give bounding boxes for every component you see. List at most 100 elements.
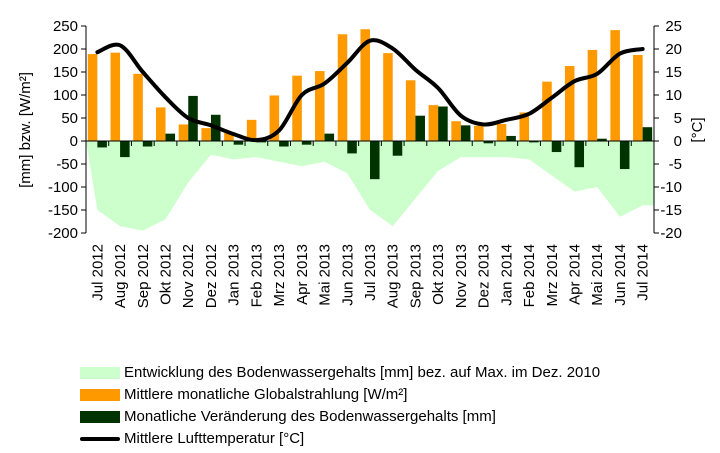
- y-tick-label-left: 200: [53, 41, 78, 58]
- legend-label-soil-water-change: Monatliche Veränderung des Bodenwasserge…: [124, 408, 496, 425]
- x-tick-label: Mai 2014: [589, 244, 606, 306]
- x-tick-label: Jul 2014: [635, 244, 652, 301]
- bar-global-radiation: [337, 34, 348, 141]
- x-tick-label: Aug 2013: [385, 244, 402, 308]
- bar-global-radiation: [496, 123, 507, 141]
- bar-soil-water-change: [619, 141, 630, 170]
- y-tick-label-left: 0: [70, 133, 78, 150]
- y-tick-label-left: 250: [53, 18, 78, 35]
- x-tick-label: Aug 2012: [112, 244, 129, 308]
- bar-global-radiation: [451, 121, 461, 141]
- legend-label-air-temperature: Mittlere Lufttemperatur [°C]: [124, 430, 305, 447]
- bar-global-radiation: [87, 54, 98, 142]
- bar-global-radiation: [587, 49, 598, 141]
- y-tick-label-right: -20: [660, 225, 682, 242]
- y-tick-label-right: 5: [674, 110, 682, 127]
- bar-soil-water-change: [142, 141, 153, 147]
- bar-soil-water-change: [256, 141, 266, 143]
- legend: Entwicklung des Bodenwassergehalts [mm] …: [80, 362, 700, 450]
- legend-item-soil-water-area: Entwicklung des Bodenwassergehalts [mm] …: [80, 362, 700, 384]
- y-tick-label-right: 20: [665, 41, 682, 58]
- y-tick-label-left: -50: [56, 156, 78, 173]
- x-tick-label: Apr 2013: [294, 244, 311, 305]
- bar-global-radiation: [610, 30, 620, 141]
- bar-soil-water-change: [574, 141, 585, 168]
- x-tick-label: Jun 2014: [612, 244, 629, 306]
- x-tick-label: Apr 2014: [566, 244, 583, 305]
- bar-soil-water-change: [483, 141, 494, 144]
- bar-global-radiation: [633, 54, 643, 142]
- bar-soil-water-change: [642, 127, 653, 141]
- bar-global-radiation: [564, 66, 575, 141]
- legend-swatch-soil-water-area: [80, 367, 120, 379]
- x-tick-label: Nov 2012: [180, 244, 197, 308]
- bar-global-radiation: [360, 29, 370, 141]
- legend-item-soil-water-change: Monatliche Veränderung des Bodenwasserge…: [80, 406, 700, 428]
- legend-label-soil-water-area: Entwicklung des Bodenwassergehalts [mm] …: [124, 364, 601, 381]
- y-axis-title-right: [°C]: [689, 117, 706, 142]
- y-tick-label-right: 0: [674, 133, 682, 150]
- legend-item-global-radiation: Mittlere monatliche Globalstrahlung [W/m…: [80, 384, 700, 406]
- bar-global-radiation: [315, 71, 325, 141]
- bar-soil-water-change: [438, 106, 448, 141]
- bar-soil-water-change: [279, 141, 289, 147]
- x-tick-label: Okt 2012: [158, 244, 175, 305]
- y-tick-label-right: -10: [660, 179, 682, 196]
- bar-global-radiation: [178, 124, 189, 141]
- bar-global-radiation: [155, 107, 166, 141]
- bar-soil-water-change: [347, 141, 357, 154]
- x-tick-label: Feb 2014: [521, 244, 538, 307]
- y-tick-label-left: -100: [48, 179, 78, 196]
- x-tick-label: Dez 2013: [476, 244, 493, 308]
- x-tick-label: Feb 2013: [248, 244, 265, 307]
- bar-global-radiation: [269, 95, 280, 141]
- chart-svg: -200-150-100-50050100150200250-20-15-10-…: [17, 18, 706, 308]
- bar-soil-water-change: [529, 141, 539, 143]
- bar-soil-water-change: [460, 125, 471, 141]
- x-tick-label: Sep 2012: [135, 244, 152, 308]
- x-tick-label: Jun 2013: [339, 244, 356, 306]
- x-tick-label: Dez 2012: [203, 244, 220, 308]
- y-tick-label-left: -200: [48, 225, 78, 242]
- y-tick-label-right: -15: [660, 202, 682, 219]
- bar-soil-water-change: [551, 141, 562, 153]
- x-tick-label: Jan 2013: [226, 244, 243, 306]
- bar-soil-water-change: [506, 135, 516, 141]
- legend-swatch-soil-water-change: [80, 411, 120, 423]
- bar-soil-water-change: [165, 133, 176, 141]
- bar-global-radiation: [133, 73, 143, 141]
- y-tick-label-right: -5: [669, 156, 682, 173]
- y-tick-label-right: 25: [665, 18, 682, 35]
- bar-global-radiation: [542, 81, 552, 141]
- bar-global-radiation: [201, 128, 211, 141]
- bar-global-radiation: [292, 75, 302, 141]
- x-tick-label: Nov 2013: [453, 244, 470, 308]
- bar-soil-water-change: [392, 141, 403, 156]
- bar-soil-water-change: [597, 138, 607, 141]
- bar-global-radiation: [428, 105, 439, 141]
- bar-soil-water-change: [415, 115, 425, 141]
- bar-global-radiation: [405, 80, 416, 141]
- x-tick-label: Jul 2013: [362, 244, 379, 301]
- x-tick-label: Mrz 2014: [544, 244, 561, 307]
- bar-global-radiation: [383, 53, 393, 141]
- bar-global-radiation: [224, 132, 234, 141]
- legend-label-global-radiation: Mittlere monatliche Globalstrahlung [W/m…: [124, 386, 408, 403]
- series-line-air-temperature: [95, 38, 645, 143]
- bar-global-radiation: [519, 112, 530, 141]
- bar-soil-water-change: [120, 141, 130, 158]
- y-axis-title-left: [mm] bzw. [W/m²]: [17, 72, 34, 188]
- bar-global-radiation: [474, 125, 484, 141]
- y-tick-label-left: 100: [53, 87, 78, 104]
- bar-global-radiation: [246, 119, 257, 141]
- x-tick-label: Sep 2013: [407, 244, 424, 308]
- x-tick-label: Okt 2013: [430, 244, 447, 305]
- x-tick-label: Jul 2012: [89, 244, 106, 301]
- bar-soil-water-change: [97, 141, 107, 148]
- bar-soil-water-change: [301, 141, 312, 145]
- bar-soil-water-change: [324, 133, 335, 141]
- legend-swatch-global-radiation: [80, 389, 120, 401]
- x-tick-label: Mrz 2013: [271, 244, 288, 307]
- legend-swatch-air-temperature: [80, 437, 120, 441]
